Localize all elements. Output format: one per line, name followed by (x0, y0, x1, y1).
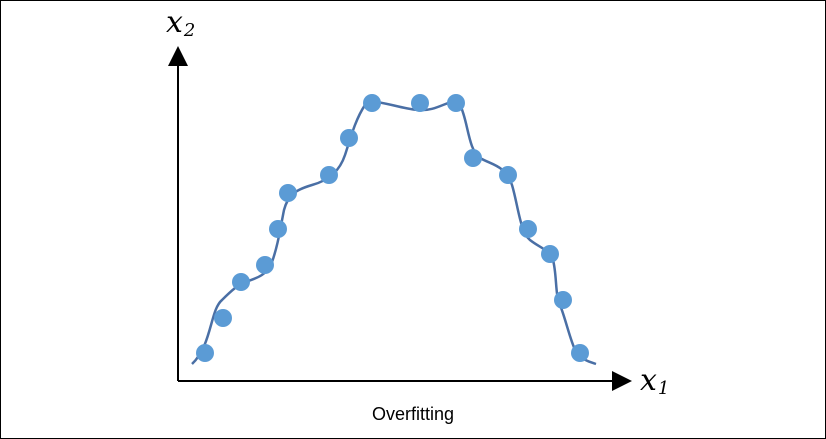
data-point (363, 94, 381, 112)
data-point (519, 220, 537, 238)
data-point (499, 166, 517, 184)
data-point (554, 291, 572, 309)
x-axis-label: x1 (640, 363, 670, 399)
caption: Overfitting (371, 404, 455, 424)
data-point (541, 245, 559, 263)
data-point (256, 256, 274, 274)
data-point (320, 166, 338, 184)
data-point (464, 149, 482, 167)
y-axis-label: x2 (166, 5, 196, 41)
data-points (196, 94, 589, 362)
data-point (411, 94, 429, 112)
data-point (232, 273, 250, 291)
data-point (447, 94, 465, 112)
data-point (214, 309, 232, 327)
data-point (196, 344, 214, 362)
data-point (279, 184, 297, 202)
data-point (269, 220, 287, 238)
data-point (571, 344, 589, 362)
data-point (340, 129, 358, 147)
